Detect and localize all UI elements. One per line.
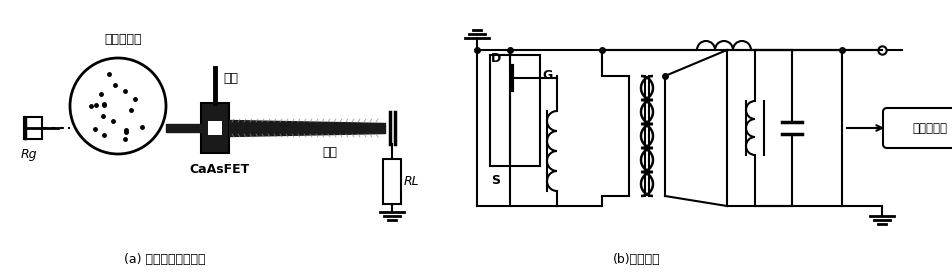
Bar	[208, 121, 222, 135]
Text: 漏极: 漏极	[223, 71, 238, 85]
Bar	[24, 117, 42, 139]
Text: 介质谐振器: 介质谐振器	[911, 121, 946, 135]
Text: Rg: Rg	[21, 148, 37, 161]
Text: (a) 反馈型介质振荡器: (a) 反馈型介质振荡器	[124, 253, 206, 266]
Text: CaAsFET: CaAsFET	[189, 163, 249, 176]
Text: D: D	[490, 51, 501, 64]
Text: S: S	[491, 175, 500, 187]
Bar	[201, 103, 228, 153]
Text: 介质振荡器: 介质振荡器	[104, 33, 142, 46]
Text: RL: RL	[404, 175, 419, 188]
FancyBboxPatch shape	[883, 108, 952, 148]
Text: G: G	[542, 68, 551, 81]
Bar	[383, 159, 401, 204]
Text: (b)等效电路: (b)等效电路	[612, 253, 660, 266]
Text: 源极: 源极	[322, 146, 337, 159]
